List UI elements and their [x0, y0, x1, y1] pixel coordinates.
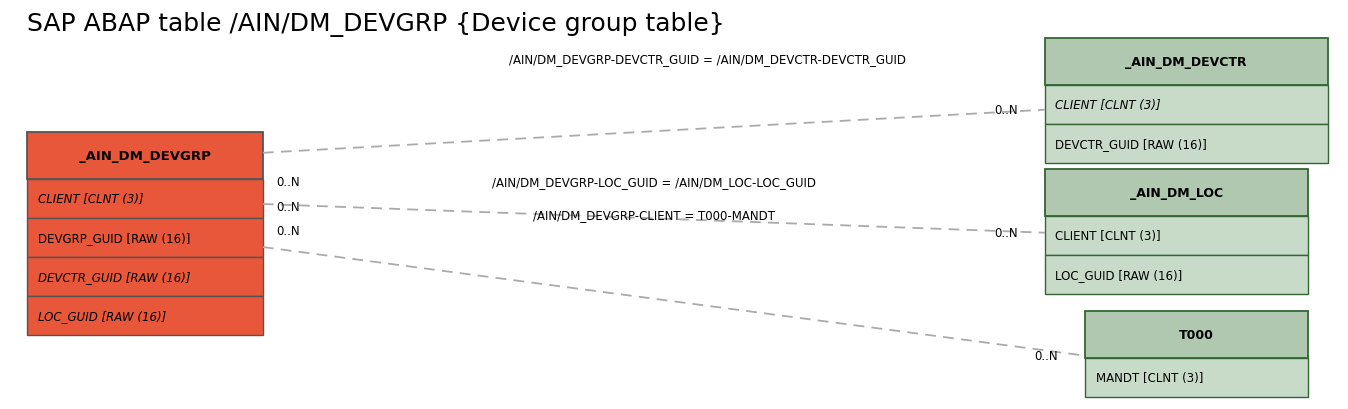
Text: CLIENT [CLNT (3)]: CLIENT [CLNT (3)]	[1055, 99, 1161, 112]
Text: /AIN/DM_DEVGRP-LOC_GUID = /AIN/DM_LOC-LOC_GUID: /AIN/DM_DEVGRP-LOC_GUID = /AIN/DM_LOC-LO…	[492, 175, 816, 189]
FancyBboxPatch shape	[1045, 217, 1308, 256]
Text: 0..N: 0..N	[993, 104, 1018, 117]
FancyBboxPatch shape	[1085, 311, 1308, 358]
Text: DEVGRP_GUID [RAW (16)]: DEVGRP_GUID [RAW (16)]	[38, 232, 190, 245]
FancyBboxPatch shape	[1045, 170, 1308, 217]
FancyBboxPatch shape	[27, 258, 263, 297]
Text: 0..N: 0..N	[276, 225, 301, 238]
Text: _AIN_DM_LOC: _AIN_DM_LOC	[1130, 187, 1223, 200]
Text: LOC_GUID [RAW (16)]: LOC_GUID [RAW (16)]	[38, 310, 166, 322]
Text: 0..N: 0..N	[1034, 349, 1058, 362]
FancyBboxPatch shape	[1045, 39, 1328, 86]
Text: _AIN_DM_DEVGRP: _AIN_DM_DEVGRP	[80, 150, 210, 163]
FancyBboxPatch shape	[27, 219, 263, 258]
FancyBboxPatch shape	[27, 133, 263, 180]
Text: DEVCTR_GUID [RAW (16)]: DEVCTR_GUID [RAW (16)]	[1055, 138, 1208, 151]
FancyBboxPatch shape	[27, 297, 263, 335]
Text: SAP ABAP table /AIN/DM_DEVGRP {Device group table}: SAP ABAP table /AIN/DM_DEVGRP {Device gr…	[27, 12, 725, 37]
Text: MANDT [CLNT (3)]: MANDT [CLNT (3)]	[1096, 371, 1204, 384]
Text: /AIN/DM_DEVGRP-DEVCTR_GUID = /AIN/DM_DEVCTR-DEVCTR_GUID: /AIN/DM_DEVGRP-DEVCTR_GUID = /AIN/DM_DEV…	[510, 53, 906, 66]
FancyBboxPatch shape	[1045, 86, 1328, 125]
Text: DEVCTR_GUID [RAW (16)]: DEVCTR_GUID [RAW (16)]	[38, 271, 190, 283]
FancyBboxPatch shape	[1045, 256, 1308, 294]
Text: 0..N: 0..N	[276, 175, 301, 189]
Text: 0..N: 0..N	[993, 227, 1018, 240]
Text: _AIN_DM_DEVCTR: _AIN_DM_DEVCTR	[1126, 56, 1247, 69]
Text: CLIENT [CLNT (3)]: CLIENT [CLNT (3)]	[38, 193, 143, 206]
Text: /AIN/DM_DEVGRP-CLIENT = T000-MANDT: /AIN/DM_DEVGRP-CLIENT = T000-MANDT	[532, 208, 775, 221]
Text: LOC_GUID [RAW (16)]: LOC_GUID [RAW (16)]	[1055, 269, 1182, 281]
Text: T000: T000	[1180, 328, 1213, 341]
FancyBboxPatch shape	[27, 180, 263, 219]
Text: CLIENT [CLNT (3)]: CLIENT [CLNT (3)]	[1055, 230, 1161, 243]
FancyBboxPatch shape	[1045, 125, 1328, 164]
Text: 0..N: 0..N	[276, 200, 301, 213]
FancyBboxPatch shape	[1085, 358, 1308, 397]
